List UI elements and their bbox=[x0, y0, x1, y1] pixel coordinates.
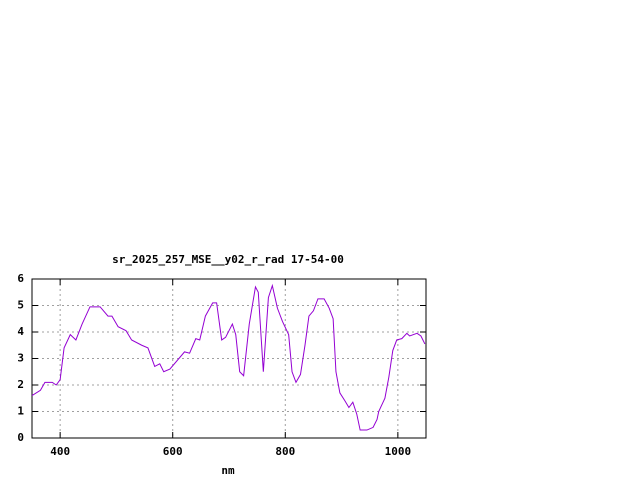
chart-title: sr_2025_257_MSE__y02_r_rad 17-54-00 bbox=[112, 253, 344, 266]
data-line bbox=[31, 283, 426, 431]
x-tick-label: 1000 bbox=[385, 445, 412, 458]
y-tick-label: 3 bbox=[17, 352, 24, 365]
y-tick-label: 4 bbox=[17, 325, 24, 338]
y-tick-label: 0 bbox=[17, 431, 24, 444]
x-tick-label: 400 bbox=[50, 445, 70, 458]
x-tick-label: 600 bbox=[163, 445, 183, 458]
plot-border bbox=[31, 278, 427, 439]
x-axis-label: nm bbox=[221, 464, 235, 477]
x-tick-label: 800 bbox=[275, 445, 295, 458]
y-tick-label: 1 bbox=[17, 405, 24, 418]
y-tick-label: 2 bbox=[17, 378, 24, 391]
y-tick-label: 5 bbox=[17, 299, 24, 312]
y-tick-label: 6 bbox=[17, 272, 24, 285]
